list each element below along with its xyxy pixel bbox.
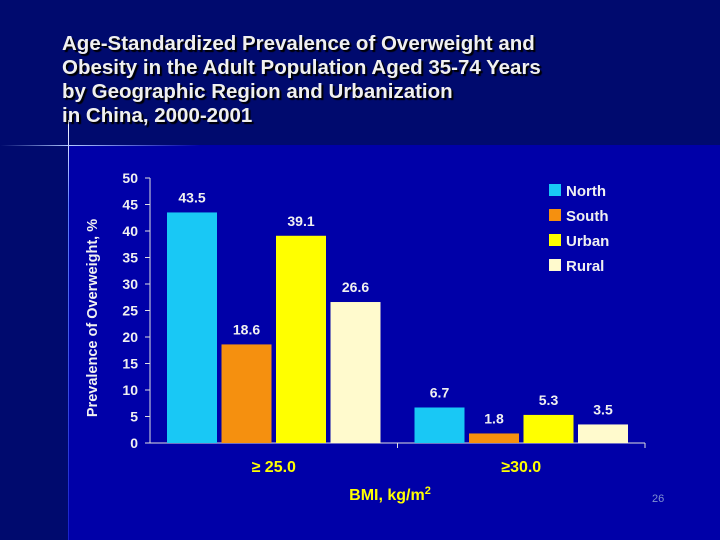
page-number: 26 (652, 493, 665, 505)
y-tick-label: 45 (122, 197, 138, 213)
y-tick-label: 30 (122, 276, 138, 292)
bar-rural (330, 302, 381, 443)
bar-south (469, 433, 519, 443)
y-tick-label: 35 (122, 250, 138, 266)
data-label: 26.6 (342, 279, 369, 295)
bar-rural (578, 424, 628, 443)
data-label: 39.1 (287, 213, 314, 229)
legend-label: Urban (566, 233, 609, 250)
y-tick-label: 10 (122, 382, 138, 398)
legend-label: South (566, 208, 609, 225)
title-line: Obesity in the Adult Population Aged 35-… (62, 56, 541, 79)
y-tick-label: 5 (130, 409, 138, 425)
legend-swatch (549, 184, 561, 196)
data-label: 18.6 (233, 321, 260, 337)
x-axis-label-superscript: 2 (425, 485, 431, 497)
bar-south (221, 344, 272, 443)
data-label: 5.3 (539, 392, 559, 408)
x-axis-label: BMI, kg/m2 (349, 485, 431, 504)
x-tick-label: ≥ 25.0 (252, 459, 296, 476)
bar-urban (523, 414, 574, 443)
title-line: by Geographic Region and Urbanization (62, 80, 453, 103)
slide-title: Age-Standardized Prevalence of Overweigh… (62, 32, 702, 128)
y-tick-label: 0 (130, 435, 138, 451)
y-tick-label: 15 (122, 356, 138, 372)
title-line: in China, 2000-2001 (62, 104, 253, 127)
legend-label: North (566, 183, 606, 200)
data-label: 1.8 (484, 410, 504, 426)
decorative-line (68, 120, 69, 540)
data-label: 43.5 (178, 189, 205, 205)
bar-north (414, 407, 465, 443)
legend-swatch (549, 259, 561, 271)
title-line: Age-Standardized Prevalence of Overweigh… (62, 32, 535, 55)
x-tick-label: ≥30.0 (501, 459, 541, 476)
y-tick-label: 25 (122, 303, 138, 319)
legend-label: Rural (566, 258, 604, 275)
legend-swatch (549, 209, 561, 221)
legend-swatch (549, 234, 561, 246)
bar-urban (276, 235, 326, 443)
data-label: 6.7 (430, 384, 450, 400)
bar-north (167, 212, 217, 443)
y-tick-label: 20 (122, 329, 138, 345)
y-tick-label: 40 (122, 223, 138, 239)
y-tick-label: 50 (122, 170, 138, 186)
data-label: 3.5 (593, 401, 613, 417)
y-axis-label: Prevalence of Overweight, % (85, 219, 101, 417)
decorative-line (0, 145, 200, 146)
